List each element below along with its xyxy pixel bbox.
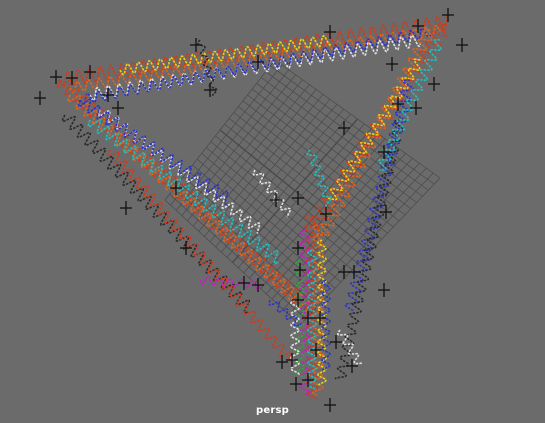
locator-marker[interactable] [338, 121, 350, 135]
locator-marker[interactable] [238, 276, 250, 290]
helix-strand [336, 329, 364, 365]
locator-marker[interactable] [102, 88, 114, 102]
grid-line [228, 118, 382, 240]
helix-strand [268, 299, 302, 328]
locator-marker[interactable] [348, 265, 360, 279]
camera-name-label: persp [256, 405, 289, 416]
grid-line [233, 112, 388, 234]
locator-marker[interactable] [324, 398, 336, 412]
grid-line [274, 59, 441, 179]
helix-strand [69, 24, 441, 94]
locator-marker[interactable] [324, 25, 336, 39]
grid-line [265, 148, 400, 294]
locator-marker[interactable] [292, 241, 304, 255]
locator-marker[interactable] [456, 38, 468, 52]
helix-strand [252, 169, 292, 218]
locator-marker[interactable] [330, 335, 342, 349]
locator-marker[interactable] [190, 38, 202, 52]
helix-strand [196, 39, 218, 97]
helix-strand [199, 275, 261, 290]
grid-line [282, 163, 420, 310]
helix-strand [119, 34, 331, 76]
helix-strand [315, 28, 433, 242]
locator-marker[interactable] [270, 193, 282, 207]
grid-line [242, 100, 400, 222]
helix-strand [87, 119, 280, 265]
locator-marker[interactable] [392, 97, 404, 111]
helix-strand [61, 114, 250, 314]
locator-marker[interactable] [378, 283, 390, 297]
locator-marker[interactable] [112, 101, 124, 115]
locator-marker[interactable] [66, 71, 78, 85]
helix-strand [303, 22, 448, 230]
helix-strand [321, 279, 331, 371]
helix-strand [306, 149, 333, 207]
helix-strand [290, 299, 300, 376]
locator-marker[interactable] [252, 278, 264, 292]
locator-marker[interactable] [410, 101, 422, 115]
locator-marker[interactable] [302, 373, 314, 387]
locator-marker[interactable] [380, 205, 392, 219]
dna-helix-strands[interactable] [56, 14, 450, 401]
helix-strand [334, 119, 404, 380]
locator-marker[interactable] [294, 263, 306, 277]
locator-marker[interactable] [276, 355, 288, 369]
helix-strand [67, 94, 311, 315]
helix-strand [107, 149, 292, 363]
helix-strand [79, 27, 432, 106]
locator-marker[interactable] [252, 55, 264, 69]
helix-strand [378, 39, 442, 171]
locator-marker[interactable] [50, 70, 62, 84]
locator-marker[interactable] [442, 8, 454, 22]
locator-marker[interactable] [120, 201, 132, 215]
locator-markers[interactable] [34, 8, 468, 412]
locator-marker[interactable] [314, 311, 326, 325]
locator-marker[interactable] [290, 377, 302, 391]
locator-marker[interactable] [292, 191, 304, 205]
grid-line [265, 71, 429, 191]
locator-marker[interactable] [428, 77, 440, 91]
locator-marker[interactable] [286, 353, 298, 367]
helix-strand [59, 14, 450, 88]
grid-line [299, 177, 441, 326]
locator-marker[interactable] [170, 181, 182, 195]
grid-line [288, 167, 427, 315]
locator-marker[interactable] [320, 207, 332, 221]
locator-marker[interactable] [34, 91, 46, 105]
locator-marker[interactable] [346, 359, 358, 373]
grid-line [270, 65, 435, 185]
locator-marker[interactable] [84, 65, 96, 79]
locator-marker[interactable] [302, 311, 314, 325]
grid-line [294, 172, 434, 321]
helix-strand [299, 229, 311, 396]
locator-marker[interactable] [386, 57, 398, 71]
ground-grid [164, 59, 441, 326]
locator-marker[interactable] [412, 19, 424, 33]
locator-marker[interactable] [310, 343, 322, 357]
locator-marker[interactable] [204, 83, 216, 97]
grid-line [261, 77, 423, 197]
locator-marker[interactable] [378, 145, 390, 159]
locator-marker[interactable] [292, 293, 304, 307]
helix-strand [307, 249, 317, 391]
locator-marker[interactable] [180, 241, 192, 255]
